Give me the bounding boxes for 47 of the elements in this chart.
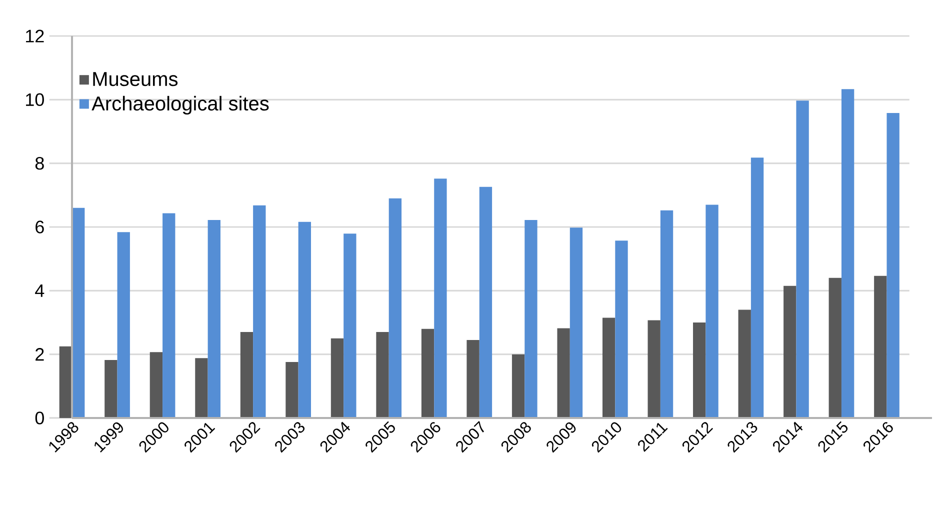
y-tick-label: 6: [36, 220, 44, 234]
bar: [253, 205, 266, 418]
bar: [615, 240, 628, 418]
bar: [886, 113, 900, 418]
bar: [479, 186, 492, 418]
y-tick-label: 0: [35, 412, 44, 424]
y-tick-label: 2: [36, 348, 44, 361]
bar: [466, 340, 480, 418]
bar: [117, 232, 130, 418]
bar: [421, 328, 434, 418]
y-tick-label: 8: [35, 156, 44, 170]
bar: [195, 358, 208, 418]
bar: [524, 220, 538, 418]
bar: [150, 352, 163, 418]
bar: [240, 332, 254, 418]
bar: [104, 360, 118, 418]
bar: [59, 346, 72, 418]
bar: [841, 89, 854, 418]
bar: [784, 286, 796, 418]
bar: [72, 208, 85, 418]
bar: [388, 198, 402, 418]
bar: [706, 204, 718, 418]
bar: [330, 338, 344, 418]
bar: [557, 328, 570, 418]
bar: [660, 210, 674, 418]
bar: [512, 354, 525, 418]
bar: [376, 332, 389, 418]
y-tick-label: 4: [35, 284, 44, 297]
y-tick-label: 12: [26, 30, 44, 42]
bar: [750, 158, 764, 418]
bar: [874, 276, 887, 418]
bar: [286, 362, 298, 418]
bar: [298, 222, 311, 418]
bar: [693, 322, 706, 418]
bar: [162, 213, 176, 418]
bar: [602, 318, 616, 418]
legend-label: Archaeological sites: [92, 96, 269, 115]
bar: [828, 278, 842, 418]
bar: [648, 320, 660, 418]
legend-label: Museums: [93, 72, 178, 86]
bar: [208, 220, 220, 418]
bar: [796, 100, 809, 418]
bar: [344, 234, 356, 418]
bar: [738, 310, 751, 418]
bar: [434, 178, 447, 418]
y-tick-label: 10: [26, 93, 44, 106]
bar: [570, 228, 583, 418]
